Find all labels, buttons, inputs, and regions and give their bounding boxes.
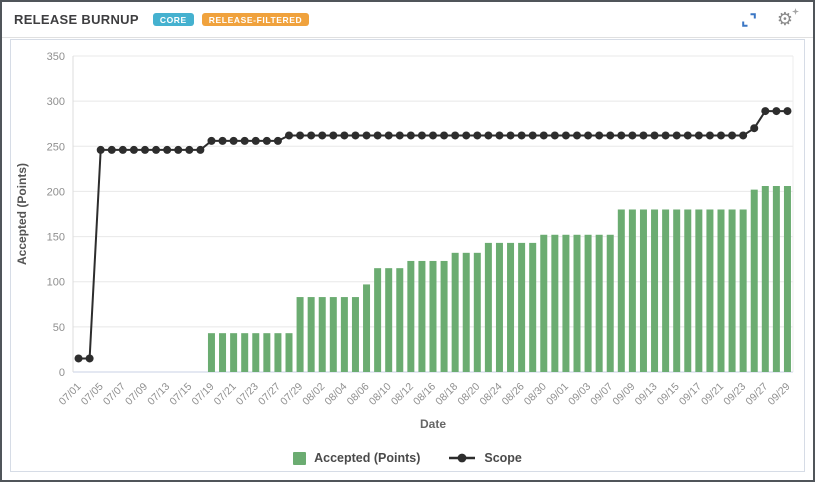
header-actions: ⚙ <box>741 7 801 30</box>
y-tick-label: 250 <box>47 141 65 153</box>
accepted-bars <box>207 186 791 372</box>
svg-text:08/12: 08/12 <box>389 381 416 408</box>
svg-text:09/01: 09/01 <box>544 381 571 408</box>
svg-text:09/17: 09/17 <box>677 381 704 408</box>
svg-text:07/21: 07/21 <box>212 381 239 408</box>
y-tick-label: 350 <box>47 51 65 63</box>
svg-text:08/24: 08/24 <box>478 381 505 408</box>
sparkle-icon <box>792 7 799 15</box>
settings-button[interactable]: ⚙ <box>776 7 799 30</box>
svg-text:07/13: 07/13 <box>145 381 172 408</box>
svg-text:07/05: 07/05 <box>79 381 106 408</box>
svg-text:08/26: 08/26 <box>500 381 527 408</box>
chart-card: 0 50 100 150 200 250 300 350 07/01 07/05 07/07 07/0… <box>10 39 805 472</box>
svg-text:08/06: 08/06 <box>345 381 372 408</box>
svg-text:07/07: 07/07 <box>101 381 128 408</box>
svg-text:07/19: 07/19 <box>190 381 217 408</box>
y-tick-label: 50 <box>53 322 65 334</box>
svg-text:08/16: 08/16 <box>411 381 438 408</box>
release-filtered-badge: RELEASE-FILTERED <box>201 12 310 27</box>
y-tick-label: 200 <box>47 186 65 198</box>
scope-points <box>74 107 792 363</box>
svg-text:09/15: 09/15 <box>655 381 682 408</box>
core-badge: CORE <box>152 12 194 27</box>
svg-text:07/27: 07/27 <box>256 381 283 408</box>
y-tick-label: 100 <box>47 277 65 289</box>
svg-text:07/09: 07/09 <box>123 381 150 408</box>
panel-title: RELEASE BURNUP <box>14 12 139 27</box>
legend-label-scope: Scope <box>484 451 522 465</box>
svg-text:09/23: 09/23 <box>721 381 748 408</box>
svg-text:09/07: 09/07 <box>588 381 615 408</box>
legend-item-accepted[interactable]: Accepted (Points) <box>293 451 420 465</box>
x-tick-labels: 07/0107/0507/0707/0907/1307/1507/1907/21… <box>57 381 793 408</box>
svg-text:09/03: 09/03 <box>566 381 593 408</box>
svg-text:09/13: 09/13 <box>633 381 660 408</box>
svg-text:08/04: 08/04 <box>322 381 349 408</box>
legend-label-accepted: Accepted (Points) <box>314 451 421 465</box>
scope-marker-icon <box>449 453 476 463</box>
x-axis-title: Date <box>420 417 446 431</box>
svg-text:09/09: 09/09 <box>610 381 637 408</box>
svg-text:08/10: 08/10 <box>367 381 394 408</box>
expand-icon <box>742 12 756 27</box>
y-tick-label: 300 <box>47 96 65 108</box>
svg-text:09/27: 09/27 <box>743 381 770 408</box>
svg-text:09/21: 09/21 <box>699 381 726 408</box>
burnup-chart: 0 50 100 150 200 250 300 350 07/0107/0507/0707/0… <box>15 51 794 431</box>
y-tick-label: 0 <box>59 367 65 379</box>
svg-text:09/29: 09/29 <box>766 381 793 408</box>
gear-icon: ⚙ <box>776 8 793 30</box>
svg-text:08/20: 08/20 <box>455 381 482 408</box>
accepted-swatch-icon <box>293 451 307 465</box>
svg-text:08/30: 08/30 <box>522 381 549 408</box>
y-axis-title: Accepted (Points) <box>15 163 29 265</box>
expand-button[interactable] <box>741 12 757 28</box>
svg-text:07/01: 07/01 <box>57 381 84 408</box>
panel-header: RELEASE BURNUP CORE RELEASE-FILTERED ⚙ <box>2 2 813 38</box>
svg-text:08/18: 08/18 <box>433 381 460 408</box>
y-tick-label: 150 <box>47 232 65 244</box>
legend-item-scope[interactable]: Scope <box>448 451 522 465</box>
svg-text:07/29: 07/29 <box>278 381 305 408</box>
svg-text:07/15: 07/15 <box>167 381 194 408</box>
chart-legend: Accepted (Points) Scope <box>11 451 804 465</box>
svg-text:07/23: 07/23 <box>234 381 261 408</box>
badge-group: CORE RELEASE-FILTERED <box>152 12 310 27</box>
svg-text:08/02: 08/02 <box>300 381 327 408</box>
